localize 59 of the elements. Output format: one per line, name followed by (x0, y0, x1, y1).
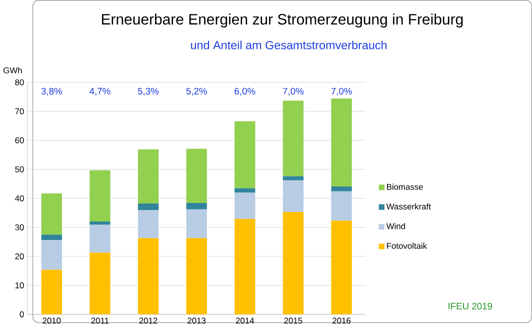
legend-label: Wind (386, 223, 405, 230)
bar (41, 194, 62, 235)
x-tick-label: 2016 (332, 318, 351, 324)
bar (282, 212, 304, 314)
y-tick-label: 70 (15, 108, 24, 114)
bar (331, 186, 352, 192)
bar (331, 192, 352, 221)
y-tick-label: 50 (15, 166, 24, 172)
annotation: 7,0% (283, 88, 304, 96)
legend-label: Biomasse (387, 184, 423, 190)
bar (331, 98, 352, 187)
bar (138, 210, 159, 238)
bar (41, 270, 62, 314)
legend-label: Wasserkraft (386, 203, 431, 210)
bar (282, 176, 304, 180)
annotation: 4,7% (90, 88, 110, 96)
bar (138, 149, 159, 204)
annotation: 5,3% (138, 88, 159, 96)
bar (90, 170, 110, 222)
annotation: 5,2% (186, 88, 207, 96)
bar (186, 238, 207, 314)
bar (41, 240, 62, 270)
x-tick-label: 2014 (236, 318, 254, 324)
bar (41, 234, 62, 240)
bar (282, 100, 304, 176)
x-tick-label: 2013 (188, 318, 206, 324)
x-tick-label: 2012 (139, 318, 158, 324)
y-tick-label: 40 (15, 195, 24, 202)
y-tick-label: 0 (20, 312, 24, 318)
bar (234, 219, 256, 314)
text: IFEU 2019 (448, 302, 492, 310)
y-tick-label: 80 (15, 79, 24, 86)
x-tick-label: 2015 (284, 318, 302, 324)
bar (90, 224, 110, 253)
bar (186, 203, 207, 210)
y-tick-label: 60 (15, 137, 24, 144)
annotation: 6,0% (234, 88, 256, 96)
y-tick-label: 30 (15, 224, 24, 230)
bar (282, 180, 304, 212)
bar (90, 252, 110, 314)
annotation: 3,8% (41, 88, 62, 96)
x-tick-label: 2010 (42, 318, 61, 324)
bar (138, 204, 159, 210)
bar (186, 209, 207, 238)
annotation: 7,0% (331, 88, 352, 96)
chart-subtitle: und Anteil am Gesamtstromverbrauch (191, 40, 386, 50)
legend-label: Fotovoltaik (387, 242, 428, 249)
bar (90, 222, 110, 225)
bar (186, 148, 207, 204)
y-tick-label: 20 (15, 253, 24, 260)
bar (138, 238, 159, 314)
y-tick-label: 10 (15, 282, 24, 288)
x-tick-label: 2011 (91, 318, 109, 324)
bar (234, 192, 256, 220)
bar (234, 121, 256, 188)
y-axis-title: GWh (4, 67, 22, 74)
bar (331, 220, 352, 314)
bar (234, 188, 256, 193)
chart-title: Erneuerbare Energien zur Stromerzeugung in Freiburg (102, 14, 463, 28)
